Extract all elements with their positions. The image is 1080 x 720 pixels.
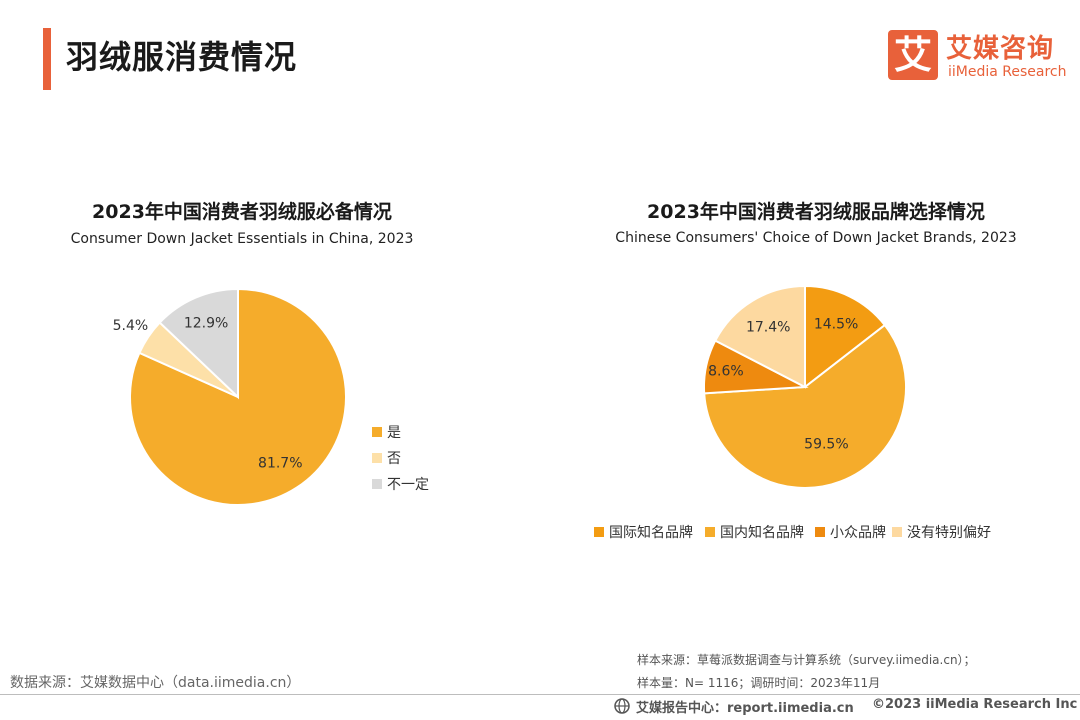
logo-cn-text: 艾媒咨询 [946,34,1055,64]
chart1-slice-label-0: 81.7% [258,455,302,471]
chart1-legend-swatch-0 [372,427,382,437]
chart2-slice-label-2: 8.6% [708,363,744,379]
logo-mark: 艾 [888,30,938,80]
chart2-slice-1 [703,323,907,489]
chart1-slice-label-2: 12.9% [184,316,228,332]
chart2-slice-label-1: 59.5% [804,437,848,453]
sample-source: 样本来源：草莓派数据调查与计算系统（survey.iimedia.cn）； [637,653,976,667]
chart2-title: 2023年中国消费者羽绒服品牌选择情况 [647,201,985,223]
chart2-legend-label-3: 没有特别偏好 [907,525,991,541]
chart2-legend-label-1: 国内知名品牌 [720,524,804,541]
globe-icon [614,698,630,714]
chart2-slice-label-3: 17.4% [746,320,790,336]
chart1-slice-2 [158,287,239,400]
sample-size: 样本量：N= 1116；调研时间：2023年11月 [637,676,881,690]
data-source: 数据来源：艾媒数据中心（data.iimedia.cn） [10,675,301,691]
chart2-legend-label-2: 小众品牌 [830,524,886,541]
chart2-legend-swatch-2 [815,527,825,537]
report-center: 艾媒报告中心：report.iimedia.cn [636,701,854,716]
footer-divider [0,694,1080,695]
copyright: ©2023 iiMedia Research Inc [872,697,1078,712]
chart1-legend-label-1: 否 [387,451,401,467]
chart1-legend-label-0: 是 [387,425,401,441]
chart2-subtitle: Chinese Consumers' Choice of Down Jacket… [615,230,1017,246]
chart1-legend-label-2: 不一定 [387,477,429,493]
chart2-slice-label-0: 14.5% [814,317,858,333]
chart1-title: 2023年中国消费者羽绒服必备情况 [92,201,392,223]
title-accent-bar [43,28,51,90]
chart1-legend-swatch-2 [372,479,382,489]
chart2-slice-3 [713,284,806,389]
chart2-legend-swatch-1 [705,527,715,537]
chart1-legend-swatch-1 [372,453,382,463]
chart2-legend-swatch-0 [594,527,604,537]
chart2-legend-label-0: 国际知名品牌 [609,524,693,541]
logo-en-text: iiMedia Research [948,64,1067,80]
iimedia-logo: 艾 艾媒咨询 iiMedia Research [888,30,1068,86]
page-title: 羽绒服消费情况 [66,38,298,76]
chart1-slice-label-1: 5.4% [113,318,149,334]
chart1-subtitle: Consumer Down Jacket Essentials in China… [70,231,414,247]
chart2-legend-swatch-3 [892,527,902,537]
chart2-slice-0 [804,284,887,390]
